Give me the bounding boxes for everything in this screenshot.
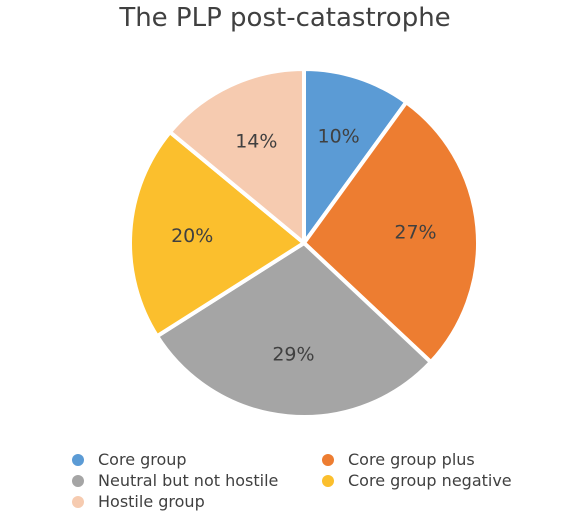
legend-swatch-neutral-but-not-hostile (72, 474, 84, 487)
legend-label-neutral-but-not-hostile: Neutral but not hostile (98, 471, 279, 490)
pie-slice-core-group-negative (128, 130, 306, 339)
legend-label-core-group: Core group (98, 450, 187, 469)
legend-swatch-core-group-plus (322, 453, 334, 466)
legend-item-neutral-but-not-hostile: Neutral but not hostile (72, 471, 278, 490)
pie-slice-core-group-plus (302, 100, 480, 365)
legend-item-core-group-negative: Core group negative (322, 471, 512, 490)
legend-swatch-hostile-group (72, 495, 84, 508)
data-label-core-group-negative: 20% (171, 225, 213, 247)
data-label-core-group-plus: 27% (394, 221, 436, 243)
data-label-core-group: 10% (317, 125, 359, 147)
chart-title: The PLP post-catastrophe (119, 3, 451, 33)
legend-label-core-group-plus: Core group plus (348, 450, 475, 469)
pie-slice-neutral-but-not-hostile (155, 241, 433, 419)
legend-item-core-group-plus: Core group plus (322, 450, 475, 469)
pie-slice-hostile-group (167, 67, 306, 245)
legend-label-hostile-group: Hostile group (98, 492, 205, 511)
data-label-hostile-group: 14% (235, 131, 277, 153)
legend-label-core-group-negative: Core group negative (348, 471, 512, 490)
data-label-neutral-but-not-hostile: 29% (272, 344, 314, 366)
legend-swatch-core-group (72, 453, 84, 466)
legend-item-core-group: Core group (72, 450, 187, 469)
pie-slice-core-group (302, 67, 409, 245)
legend-item-hostile-group: Hostile group (72, 492, 205, 511)
legend-swatch-core-group-negative (322, 474, 334, 487)
